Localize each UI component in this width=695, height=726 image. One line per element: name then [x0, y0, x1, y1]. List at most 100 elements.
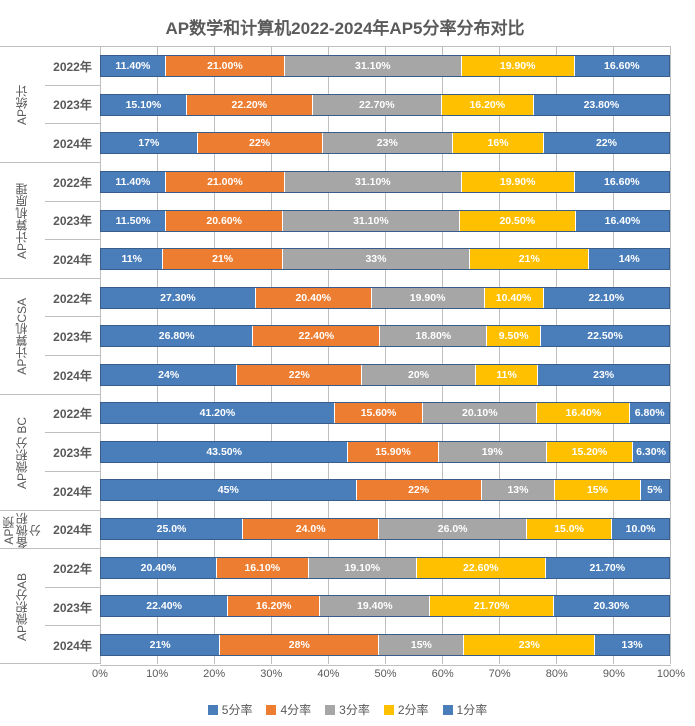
legend-label: 5分率: [222, 701, 253, 718]
year-label: 2022年: [45, 548, 100, 588]
x-tick-label: 0%: [92, 668, 108, 680]
bar-segment: 20.10%: [423, 403, 537, 423]
x-tick-label: 50%: [374, 668, 396, 680]
gridline: [670, 47, 671, 664]
bar-segment: 24%: [101, 365, 237, 385]
bar-segment: 23.80%: [534, 95, 669, 115]
year-label: 2024年: [45, 625, 100, 665]
bar-segment: 21%: [101, 635, 220, 655]
year-label: 2022年: [45, 394, 100, 434]
bar-row: 24%22%20%11%23%: [100, 356, 670, 395]
x-tick-label: 10%: [146, 668, 168, 680]
stacked-bar: 11.40%21.00%31.10%19.90%16.60%: [100, 55, 670, 77]
year-label: 2024年: [45, 239, 100, 279]
bar-segment: 16.40%: [576, 211, 669, 231]
bar-segment: 15.60%: [335, 403, 424, 423]
bar-segment: 10.40%: [485, 288, 544, 308]
bar-segment: 22%: [357, 480, 482, 500]
legend-label: 1分率: [457, 701, 488, 718]
bar-segment: 20.60%: [166, 211, 283, 231]
bar-segment: 22%: [198, 133, 323, 153]
chart-title: AP数学和计算机2022-2024年AP5分率分布对比: [10, 14, 680, 39]
bar-segment: 19%: [439, 442, 547, 462]
stacked-bar: 21%28%15%23%13%: [100, 634, 670, 656]
bar-segment: 11.40%: [101, 172, 166, 192]
bar-segment: 16%: [453, 133, 544, 153]
bar-row: 21%28%15%23%13%: [100, 625, 670, 664]
bar-segment: 31.10%: [285, 172, 462, 192]
bar-segment: 11%: [101, 249, 163, 269]
bar-segment: 16.10%: [217, 558, 309, 578]
x-axis: 0%10%20%30%40%50%60%70%80%90%100%: [100, 665, 671, 684]
stacked-bar: 11%21%33%21%14%: [100, 248, 670, 270]
x-tick-label: 40%: [317, 668, 339, 680]
bar-segment: 20.50%: [460, 211, 576, 231]
group-label: AP计算机原理: [0, 162, 45, 279]
bar-segment: 22.40%: [101, 596, 228, 616]
bar-segment: 16.60%: [575, 172, 669, 192]
legend-swatch: [266, 705, 276, 715]
bar-row: 11.40%21.00%31.10%19.90%16.60%: [100, 47, 670, 86]
x-tick-label: 20%: [203, 668, 225, 680]
bar-segment: 6.30%: [633, 442, 669, 462]
bar-segment: 31.10%: [283, 211, 459, 231]
legend-item: 3分率: [325, 701, 370, 718]
bar-segment: 19.10%: [309, 558, 418, 578]
bar-segment: 21.00%: [166, 172, 285, 192]
bar-segment: 21.70%: [430, 596, 553, 616]
group-label: AP微积分 BC: [0, 394, 45, 511]
legend-swatch: [325, 705, 335, 715]
bar-segment: 33%: [283, 249, 470, 269]
bar-segment: 43.50%: [101, 442, 348, 462]
bar-segment: 15.0%: [527, 519, 612, 539]
bar-segment: 20.40%: [101, 558, 217, 578]
bar-segment: 23%: [538, 365, 669, 385]
bar-row: 22.40%16.20%19.40%21.70%20.30%: [100, 587, 670, 626]
bar-segment: 26.0%: [379, 519, 527, 539]
bar-segment: 13%: [482, 480, 556, 500]
bar-segment: 22.10%: [544, 288, 669, 308]
year-label: 2022年: [45, 278, 100, 318]
bar-segment: 6.80%: [630, 403, 669, 423]
bar-row: 26.80%22.40%18.80%9.50%22.50%: [100, 317, 670, 356]
legend-label: 2分率: [398, 701, 429, 718]
bar-segment: 19.40%: [320, 596, 430, 616]
bar-segment: 26.80%: [101, 326, 253, 346]
bar-segment: 22%: [544, 133, 669, 153]
bar-segment: 27.30%: [101, 288, 256, 308]
bar-segment: 20.40%: [256, 288, 372, 308]
x-tick-label: 70%: [489, 668, 511, 680]
bar-segment: 15.90%: [348, 442, 438, 462]
stacked-bar: 11.50%20.60%31.10%20.50%16.40%: [100, 210, 670, 232]
bar-segment: 14%: [589, 249, 669, 269]
bar-segment: 28%: [220, 635, 379, 655]
bar-segment: 24.0%: [243, 519, 379, 539]
year-label: 2024年: [45, 355, 100, 395]
stacked-bar: 27.30%20.40%19.90%10.40%22.10%: [100, 287, 670, 309]
bar-segment: 16.40%: [537, 403, 630, 423]
bar-row: 11.40%21.00%31.10%19.90%16.60%: [100, 163, 670, 202]
plot-area: 11.40%21.00%31.10%19.90%16.60%15.10%22.2…: [100, 46, 671, 664]
group-label: AP统计: [0, 46, 45, 163]
x-tick-label: 90%: [603, 668, 625, 680]
stacked-bar: 15.10%22.20%22.70%16.20%23.80%: [100, 94, 670, 116]
group-labels-column: AP统计AP计算机原理AP计算机CSAAP微积分 BCAP预备微积分AP微积分A…: [0, 46, 45, 664]
stacked-bar: 17%22%23%16%22%: [100, 132, 670, 154]
bar-segment: 20.30%: [554, 596, 669, 616]
bar-segment: 45%: [101, 480, 357, 500]
x-tick-label: 100%: [657, 668, 685, 680]
stacked-bar: 45%22%13%15%5%: [100, 479, 670, 501]
bar-segment: 15.20%: [547, 442, 633, 462]
bar-segment: 20%: [362, 365, 476, 385]
bar-row: 41.20%15.60%20.10%16.40%6.80%: [100, 394, 670, 433]
bar-row: 27.30%20.40%19.90%10.40%22.10%: [100, 278, 670, 317]
legend-swatch: [208, 705, 218, 715]
stacked-bar: 24%22%20%11%23%: [100, 364, 670, 386]
group-label: AP微积分AB: [0, 548, 45, 665]
x-tick-label: 60%: [432, 668, 454, 680]
legend-item: 5分率: [208, 701, 253, 718]
bar-segment: 11.40%: [101, 56, 166, 76]
bar-row: 25.0%24.0%26.0%15.0%10.0%: [100, 510, 670, 549]
bar-segment: 19.90%: [372, 288, 485, 308]
x-tick-label: 30%: [260, 668, 282, 680]
